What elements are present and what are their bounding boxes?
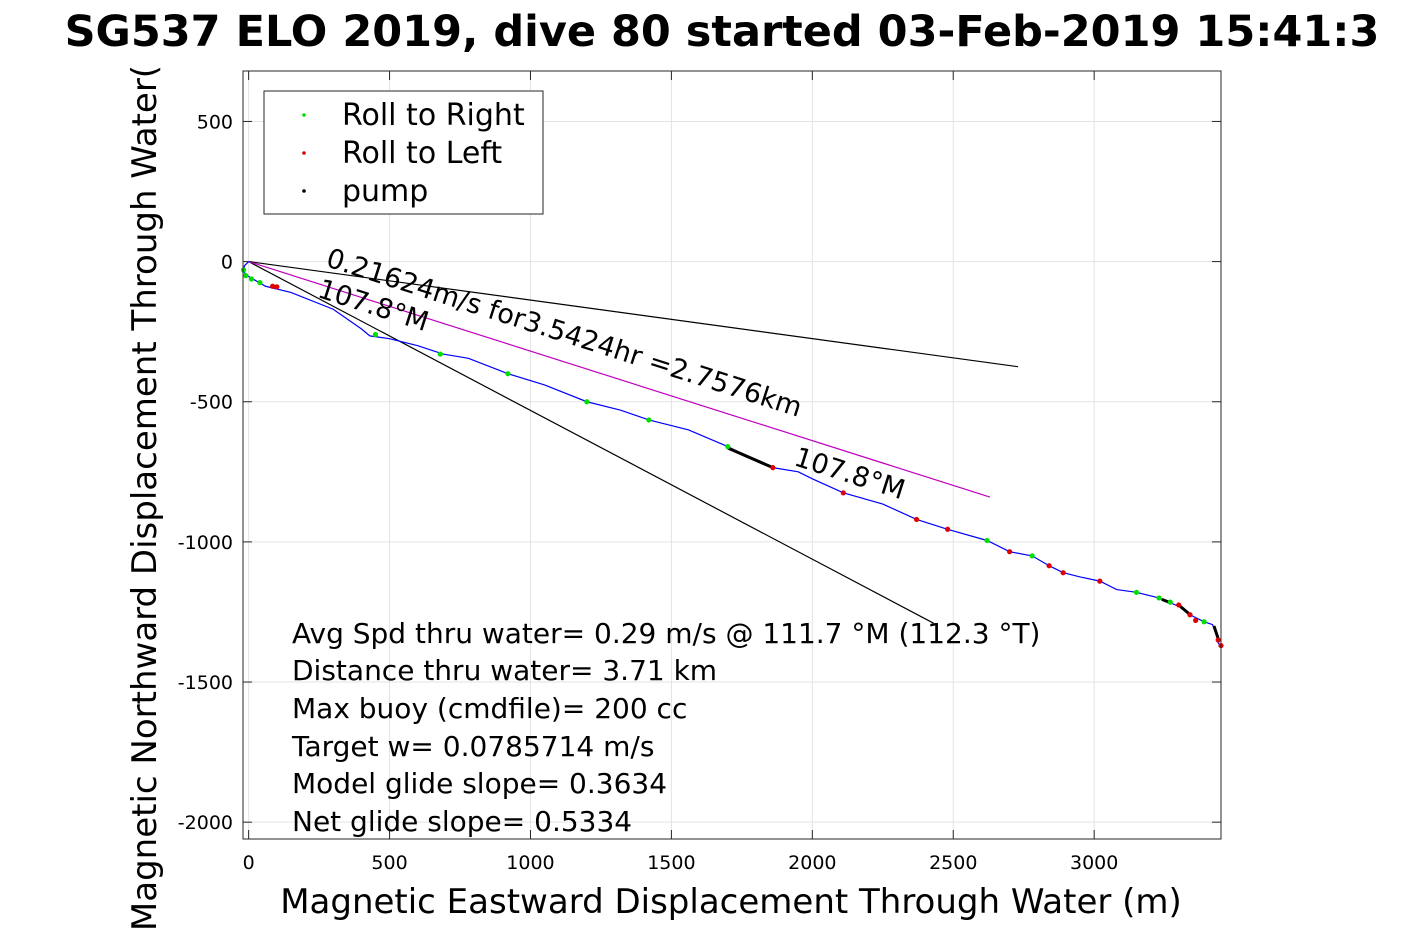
legend-box [263,90,544,215]
plot-frame [242,70,1222,840]
summary-distance: Distance thru water= 3.71 km [292,654,717,687]
roll-right-point [243,273,249,279]
legend-label-pump: pump [342,174,428,209]
y-axis-label: Magnetic Northward Displacement Through … [125,65,165,931]
axis-ticks: 0 500 1000 1500 2000 2500 3000 500 0 -500 -1000 -15… [178,71,1221,874]
y-tick-label: 0 [221,252,233,274]
y-tick-label: -1000 [178,532,233,554]
x-tick-label: 2000 [788,852,836,874]
roll-right-point [437,351,443,357]
roll-left-point [1046,563,1052,569]
legend: Roll to Right Roll to Left pump [263,90,544,215]
legend-label-roll-left: Roll to Left [342,136,502,171]
roll-right-point [257,280,263,286]
roll-right-point [1156,595,1162,601]
roll-right-point [240,267,247,273]
x-tick-label: 1000 [506,852,554,874]
summary-target-w: Target w= 0.0785714 m/s [291,730,654,763]
roll-right-point [646,417,652,423]
x-tick-label: 2500 [929,852,977,874]
roll-left-point [1176,602,1182,608]
roll-markers [240,267,1224,649]
roll-left-point [269,283,276,289]
roll-right-point [372,331,379,338]
legend-marker-roll-right [302,113,306,117]
roll-left-point [1097,578,1103,584]
reference-line-1 [248,261,1019,368]
dive-track [242,261,1222,648]
pump-segment [1161,597,1170,604]
y-tick-label: 500 [197,111,233,133]
summary-max-buoy: Max buoy (cmdfile)= 200 cc [292,692,687,725]
roll-left-point [840,490,846,496]
pump-segment [1212,625,1220,640]
roll-left-point [1007,549,1013,555]
summary-avg-speed: Avg Spd thru water= 0.29 m/s @ 111.7 °M … [292,617,1040,650]
roll-right-point [505,371,511,377]
summary-net-glide-slope: Net glide slope= 0.5334 [292,805,632,838]
roll-left-point [1215,637,1221,643]
roll-left-point [1193,617,1199,623]
roll-right-point [1167,599,1173,605]
legend-label-roll-right: Roll to Right [342,98,525,133]
track-line [242,261,1222,648]
reference-lines [248,261,1019,624]
roll-right-point [248,276,255,282]
y-tick-label: -1500 [178,672,233,694]
roll-left-point [914,516,920,523]
reference-line-3 [248,261,991,498]
roll-left-point [1060,570,1066,576]
x-tick-label: 500 [371,852,407,874]
roll-left-point [1187,612,1193,618]
summary-model-glide-slope: Model glide slope= 0.3634 [292,767,667,800]
pump-segment [727,446,774,469]
legend-marker-roll-left [302,151,306,155]
y-tick-label: -2000 [178,812,233,834]
x-tick-label: 3000 [1070,852,1118,874]
reference-line-2 [248,261,934,624]
roll-right-point [725,443,731,450]
roll-right-point [584,399,590,405]
x-tick-label: 1500 [647,852,695,874]
legend-marker-pump [302,189,306,193]
x-axis-label: Magnetic Eastward Displacement Through W… [280,882,1182,922]
roll-left-point [945,526,951,532]
roll-right-point [1133,589,1140,595]
roll-right-point [984,537,990,544]
x-tick-label: 0 [243,852,255,874]
summary-block: Avg Spd thru water= 0.29 m/s @ 111.7 °M … [291,617,1040,838]
roll-right-point [1029,553,1035,559]
roll-left-point [770,465,776,471]
y-tick-label: -500 [190,392,233,414]
roll-left-point [274,284,280,290]
roll-right-point [1201,619,1207,625]
chart-title: SG537 ELO 2019, dive 80 started 03-Feb-2… [65,7,1380,57]
